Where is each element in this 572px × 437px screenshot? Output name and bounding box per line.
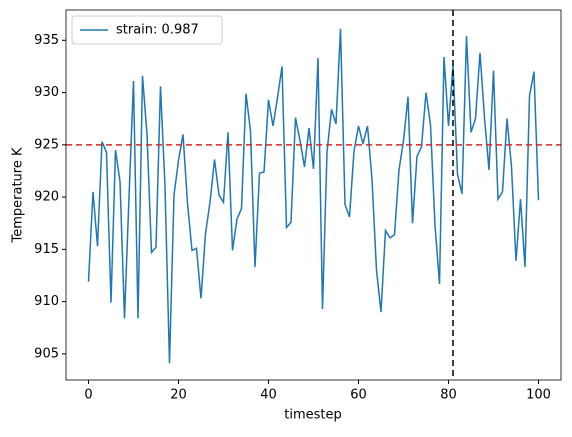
legend-label: strain: 0.987 xyxy=(116,23,199,38)
y-tick-label: 905 xyxy=(34,346,59,361)
legend-box xyxy=(71,15,223,45)
x-tick-label: 60 xyxy=(350,388,367,403)
x-tick-label: 100 xyxy=(526,388,551,403)
y-tick-label: 935 xyxy=(34,33,59,48)
y-tick-label: 915 xyxy=(34,242,59,257)
x-tick-label: 0 xyxy=(84,388,92,403)
y-axis-label: Temperature K xyxy=(11,147,26,243)
x-tick-label: 40 xyxy=(260,388,277,403)
y-tick-label: 920 xyxy=(34,190,59,205)
x-tick-label: 20 xyxy=(170,388,187,403)
x-tick-label: 80 xyxy=(440,388,457,403)
x-axis-label: timestep xyxy=(284,408,342,423)
y-tick-label: 930 xyxy=(34,85,59,100)
y-tick-label: 925 xyxy=(34,137,59,152)
y-tick-label: 910 xyxy=(34,294,59,309)
plot-frame xyxy=(65,9,562,381)
line xyxy=(87,28,540,364)
